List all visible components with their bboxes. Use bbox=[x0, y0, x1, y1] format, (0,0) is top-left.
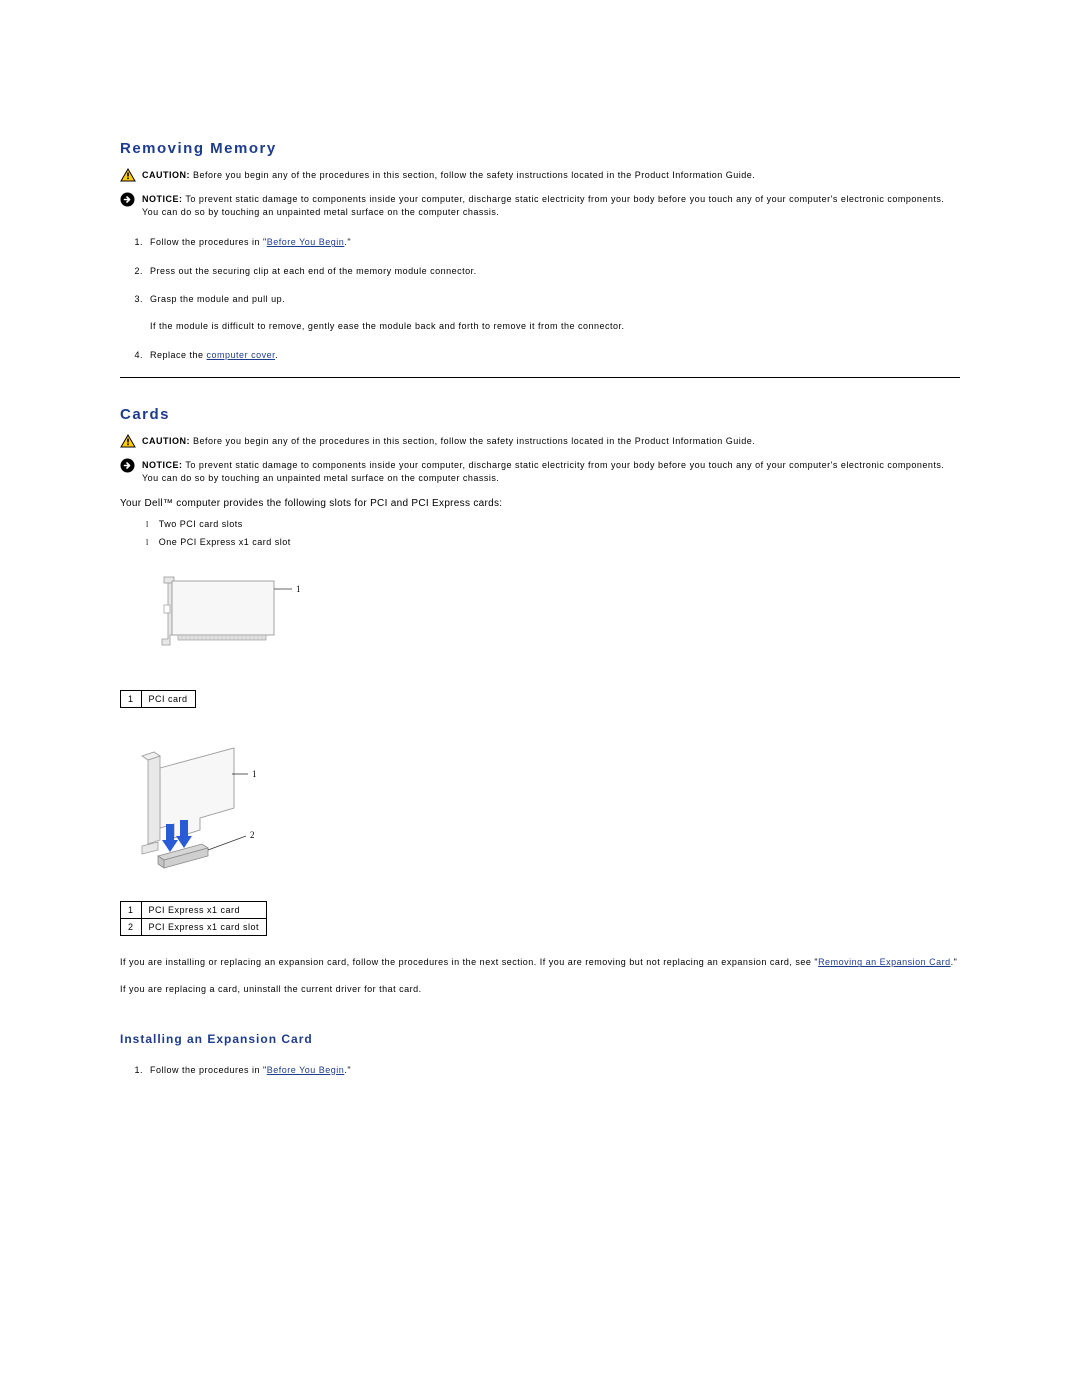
step-3: Grasp the module and pull up. If the mod… bbox=[146, 293, 960, 332]
svg-text:1: 1 bbox=[252, 769, 257, 779]
callout2-2-val: PCI Express x1 card slot bbox=[141, 919, 267, 936]
link-before-you-begin-1[interactable]: Before You Begin bbox=[267, 237, 345, 247]
svg-text:2: 2 bbox=[250, 830, 255, 840]
step-1: Follow the procedures in "Before You Beg… bbox=[146, 236, 960, 249]
link-removing-expansion-card[interactable]: Removing an Expansion Card bbox=[818, 957, 951, 967]
install-step-1: Follow the procedures in "Before You Beg… bbox=[146, 1064, 960, 1077]
cards-paragraph-2: If you are replacing a card, uninstall t… bbox=[120, 983, 960, 996]
caution-icon bbox=[120, 434, 138, 451]
caution-row-2: CAUTION: Before you begin any of the pro… bbox=[120, 435, 960, 451]
caution-text-1: CAUTION: Before you begin any of the pro… bbox=[142, 169, 755, 182]
notice-row-1: NOTICE: To prevent static damage to comp… bbox=[120, 193, 960, 218]
callout-table-pcie: 1 PCI Express x1 card 2 PCI Express x1 c… bbox=[120, 901, 267, 936]
section-divider bbox=[120, 377, 960, 378]
step-2: Press out the securing clip at each end … bbox=[146, 265, 960, 278]
heading-removing-memory: Removing Memory bbox=[120, 140, 960, 157]
notice-icon bbox=[120, 192, 138, 210]
slot-list: Two PCI card slots One PCI Express x1 ca… bbox=[146, 519, 960, 547]
callout-1-val: PCI card bbox=[141, 691, 195, 708]
caution-row-1: CAUTION: Before you begin any of the pro… bbox=[120, 169, 960, 185]
cards-paragraph-1: If you are installing or replacing an ex… bbox=[120, 956, 960, 969]
slot-item-1: Two PCI card slots bbox=[146, 519, 960, 529]
diagram-pcie-card: 1 2 bbox=[124, 728, 960, 881]
steps-installing-card: Follow the procedures in "Before You Beg… bbox=[146, 1064, 960, 1077]
link-computer-cover[interactable]: computer cover bbox=[207, 350, 276, 360]
heading-installing-expansion-card: Installing an Expansion Card bbox=[120, 1032, 960, 1046]
steps-removing-memory: Follow the procedures in "Before You Beg… bbox=[146, 236, 960, 361]
cards-intro: Your Dell™ computer provides the followi… bbox=[120, 498, 960, 509]
callout2-1-num: 1 bbox=[121, 902, 142, 919]
slot-item-2: One PCI Express x1 card slot bbox=[146, 537, 960, 547]
callout-1-label: 1 bbox=[296, 584, 301, 594]
callout2-1-val: PCI Express x1 card bbox=[141, 902, 267, 919]
callout2-2-num: 2 bbox=[121, 919, 142, 936]
notice-text-1: NOTICE: To prevent static damage to comp… bbox=[142, 193, 960, 218]
caution-text-2: CAUTION: Before you begin any of the pro… bbox=[142, 435, 755, 448]
callout-table-pci: 1 PCI card bbox=[120, 690, 196, 708]
diagram-pci-card: 1 bbox=[124, 567, 960, 670]
notice-icon bbox=[120, 458, 138, 476]
callout-1-num: 1 bbox=[121, 691, 142, 708]
caution-icon bbox=[120, 168, 138, 185]
heading-cards: Cards bbox=[120, 406, 960, 423]
notice-row-2: NOTICE: To prevent static damage to comp… bbox=[120, 459, 960, 484]
step-4: Replace the computer cover. bbox=[146, 349, 960, 362]
link-before-you-begin-2[interactable]: Before You Begin bbox=[267, 1065, 345, 1075]
notice-text-2: NOTICE: To prevent static damage to comp… bbox=[142, 459, 960, 484]
